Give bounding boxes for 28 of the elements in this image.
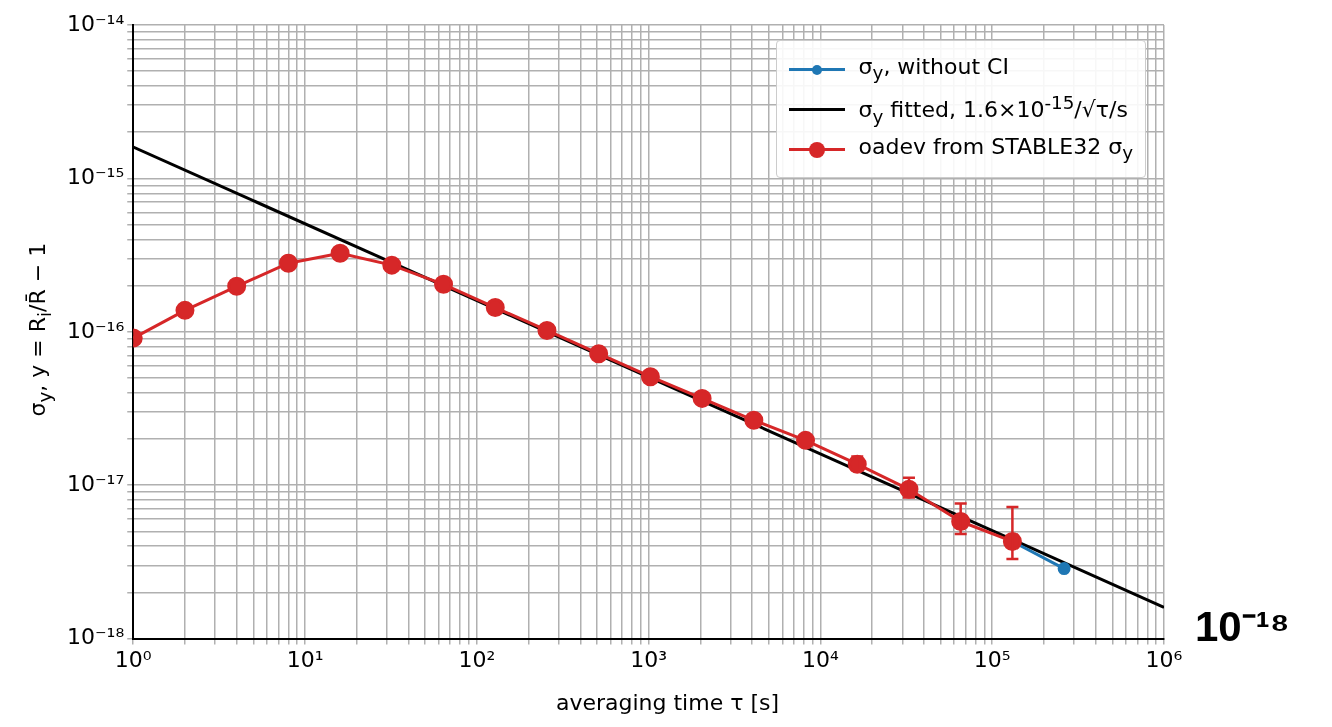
text: 10⁻¹⁸ [1195, 602, 1290, 652]
point [692, 388, 712, 408]
point [744, 410, 764, 430]
point [434, 274, 454, 294]
point [640, 367, 660, 387]
x-tick-label: 10³ [630, 646, 668, 672]
point [382, 255, 402, 275]
point [330, 243, 350, 263]
point [589, 344, 609, 364]
point [485, 298, 505, 318]
point [278, 253, 298, 273]
point [175, 300, 195, 320]
y-tick-label: 10⁻¹⁶ [67, 317, 125, 343]
point [537, 320, 557, 340]
x-tick-label: 10¹ [286, 646, 324, 672]
y-tick-label: 10⁻¹⁵ [67, 164, 125, 190]
legend-label: σ$_{y}$ fitted, 1.6×10$^{-15}$/√τ/s [858, 91, 1128, 127]
x-tick-label: 10⁶ [1145, 646, 1183, 672]
x-axis-title: averaging time τ [s] [554, 690, 781, 715]
y-tick-label: 10⁻¹⁷ [67, 470, 125, 496]
legend-label: σ$_{y}$, without CI [858, 54, 1009, 84]
x-tick-label: 10⁵ [973, 646, 1011, 672]
x-tick-label: 10² [458, 646, 496, 672]
legend-label: oadev from STABLE32 σ$_{y}$ [858, 134, 1133, 164]
point [796, 430, 816, 450]
point [227, 276, 247, 296]
x-tick-label: 10⁴ [802, 646, 839, 672]
y-tick-label: 10⁻¹⁴ [67, 10, 125, 36]
